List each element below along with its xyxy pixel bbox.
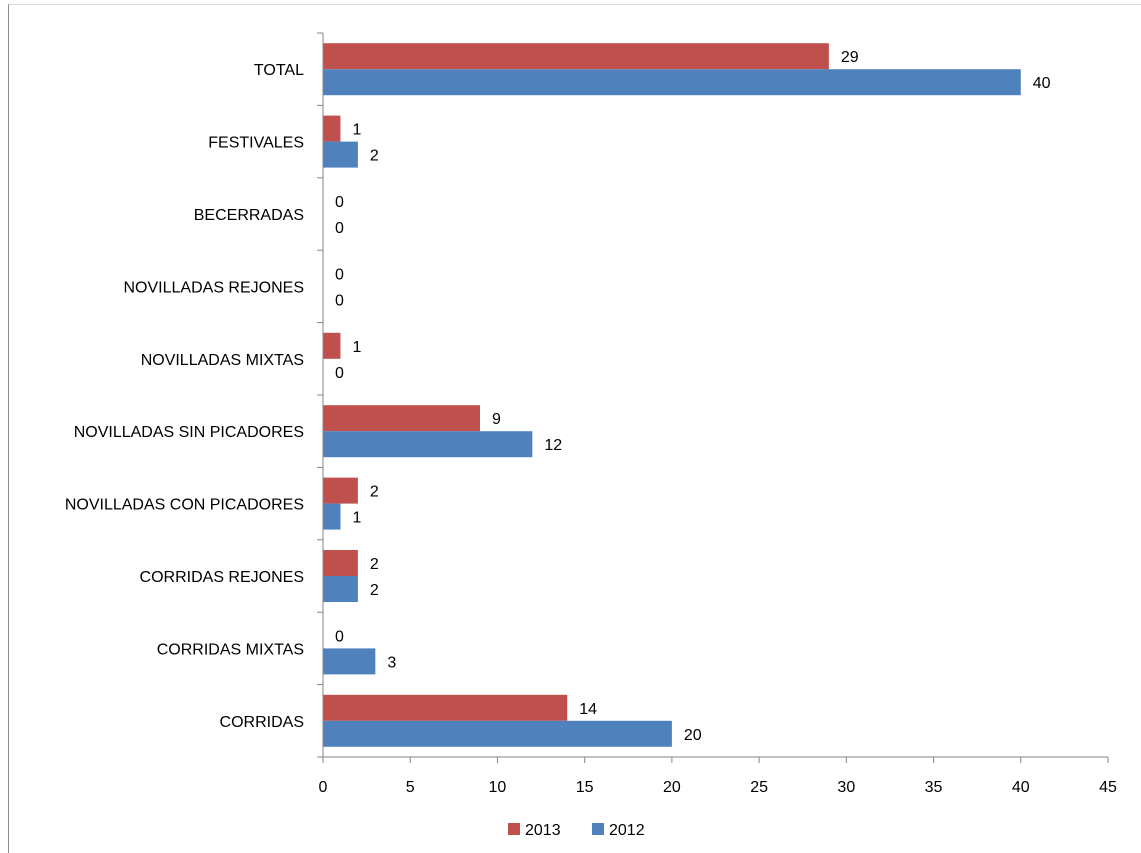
bars-group bbox=[323, 43, 1021, 747]
legend-swatch-2013 bbox=[508, 823, 520, 835]
category-label: CORRIDAS MIXTAS bbox=[157, 641, 304, 658]
category-label: TOTAL bbox=[254, 62, 304, 79]
axes bbox=[317, 32, 1109, 763]
legend-swatch-2012 bbox=[592, 823, 604, 835]
bar-2012 bbox=[323, 648, 376, 675]
data-label-2013: 0 bbox=[335, 266, 344, 283]
category-label: FESTIVALES bbox=[208, 135, 304, 152]
category-label: CORRIDAS REJONES bbox=[140, 569, 304, 586]
x-tick-label: 15 bbox=[576, 779, 594, 796]
data-label-2012: 2 bbox=[370, 582, 379, 599]
bar-2013 bbox=[323, 43, 829, 70]
data-label-2012: 2 bbox=[370, 148, 379, 165]
category-label: NOVILLADAS MIXTAS bbox=[141, 352, 304, 369]
category-label: NOVILLADAS CON PICADORES bbox=[65, 497, 304, 514]
data-label-2013: 2 bbox=[370, 484, 379, 501]
bar-2013 bbox=[323, 550, 358, 576]
data-label-2013: 14 bbox=[579, 701, 597, 718]
category-label: CORRIDAS bbox=[220, 714, 304, 731]
bar-2013 bbox=[323, 332, 341, 359]
data-label-2013: 9 bbox=[492, 411, 501, 428]
data-label-2013: 1 bbox=[352, 122, 361, 139]
bar-2012 bbox=[323, 576, 358, 602]
data-label-2012: 0 bbox=[335, 220, 344, 237]
data-label-2012: 3 bbox=[387, 654, 396, 671]
legend-label-2012: 2012 bbox=[609, 822, 645, 839]
bar-2012 bbox=[323, 69, 1021, 96]
data-label-2013: 0 bbox=[335, 194, 344, 211]
x-tick-labels: 0 5 10 15 20 25 30 35 40 45 bbox=[319, 779, 1117, 796]
category-labels: TOTAL FESTIVALES BECERRADAS NOVILLADAS REJO… bbox=[65, 62, 304, 731]
legend-label-2013: 2013 bbox=[525, 822, 561, 839]
data-label-2012: 1 bbox=[352, 510, 361, 527]
x-tick-label: 35 bbox=[925, 779, 943, 796]
bar-2013 bbox=[323, 115, 341, 142]
data-label-2013: 1 bbox=[352, 339, 361, 356]
x-tick-label: 10 bbox=[489, 779, 507, 796]
category-label: NOVILLADAS SIN PICADORES bbox=[74, 424, 304, 441]
x-tick-label: 20 bbox=[663, 779, 681, 796]
data-label-2012: 0 bbox=[335, 292, 344, 309]
x-tick-label: 25 bbox=[750, 779, 768, 796]
x-tick-label: 5 bbox=[406, 779, 415, 796]
legend: 2013 2012 bbox=[508, 822, 645, 839]
x-tick-label: 45 bbox=[1099, 779, 1117, 796]
data-label-2013: 29 bbox=[841, 49, 859, 66]
category-label: NOVILLADAS REJONES bbox=[124, 279, 305, 296]
chart-frame bbox=[8, 4, 1141, 853]
data-label-2012: 40 bbox=[1033, 75, 1051, 92]
bar-2013 bbox=[323, 477, 358, 504]
bar-2012 bbox=[323, 503, 341, 530]
x-tick-label: 40 bbox=[1012, 779, 1030, 796]
bar-2012 bbox=[323, 431, 533, 458]
data-label-2012: 12 bbox=[544, 437, 562, 454]
bar-2013 bbox=[323, 405, 480, 432]
data-label-2012: 0 bbox=[335, 365, 344, 382]
bar-2012 bbox=[323, 720, 672, 747]
data-label-2013: 0 bbox=[335, 628, 344, 645]
bar-2013 bbox=[323, 694, 568, 721]
category-label: BECERRADAS bbox=[194, 207, 304, 224]
x-tick-label: 30 bbox=[837, 779, 855, 796]
x-tick-label: 0 bbox=[319, 779, 328, 796]
bar-2012 bbox=[323, 141, 358, 168]
data-label-2012: 20 bbox=[684, 727, 702, 744]
data-label-2013: 2 bbox=[370, 556, 379, 573]
